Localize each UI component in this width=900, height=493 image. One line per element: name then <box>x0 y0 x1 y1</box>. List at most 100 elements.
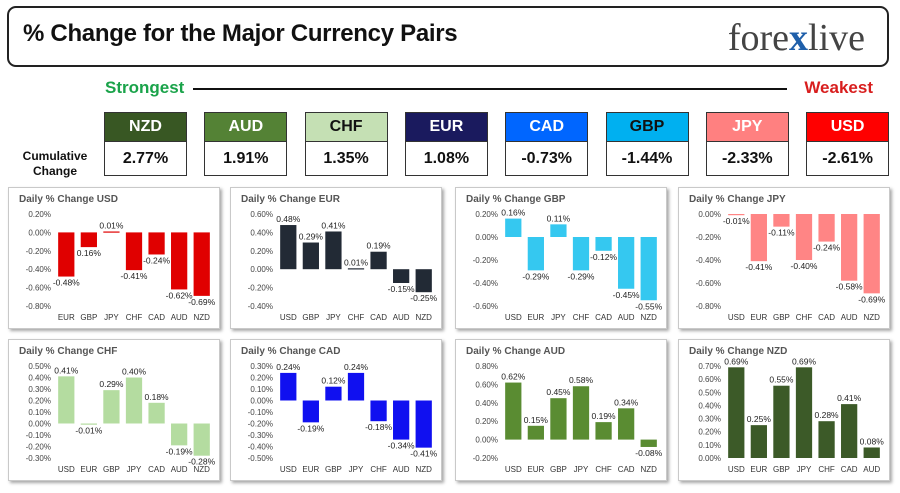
bar-usd <box>728 367 745 458</box>
x-tick-label: USD <box>505 313 522 322</box>
bar-aud <box>393 269 410 283</box>
x-tick-label: AUD <box>618 313 635 322</box>
weakest-label: Weakest <box>804 78 873 97</box>
bar-chf <box>572 237 590 271</box>
bar-usd <box>280 372 297 401</box>
y-tick-label: 0.80% <box>475 362 498 371</box>
y-tick-label: 0.10% <box>28 408 51 417</box>
bar-jpy <box>103 231 120 233</box>
x-tick-label: JPY <box>797 465 812 474</box>
bar-jpy <box>125 377 143 424</box>
y-tick-label: 0.10% <box>250 385 273 394</box>
y-tick-label: 0.00% <box>475 436 498 445</box>
data-label: -0.01% <box>75 426 102 436</box>
data-label: -0.15% <box>388 284 415 294</box>
bar-chart: 0.20% 0.00% -0.20% -0.40% -0.60% 0.16% USD -0.2… <box>473 208 663 322</box>
y-tick-label: 0.10% <box>698 441 721 450</box>
x-tick-label: USD <box>505 465 522 474</box>
bar-chart: 0.50% 0.40% 0.30% 0.20% 0.10% 0.00% -0.10% -0.2… <box>26 362 216 474</box>
bar-chart: 0.70% 0.60% 0.50% 0.40% 0.30% 0.20% 0.10% 0.00%… <box>698 356 884 474</box>
x-tick-label: NZD <box>415 465 432 474</box>
title-bar: % Change for the Major Currency Pairs fo… <box>7 6 889 67</box>
x-tick-label: AUD <box>393 313 410 322</box>
y-tick-label: 0.30% <box>28 385 51 394</box>
y-tick-label: 0.00% <box>698 454 721 463</box>
bar-usd <box>728 214 745 216</box>
data-label: 0.24% <box>344 362 369 372</box>
x-tick-label: EUR <box>750 465 767 474</box>
x-tick-label: EUR <box>527 465 544 474</box>
data-label: 0.24% <box>276 362 301 372</box>
x-tick-label: JPY <box>574 465 589 474</box>
x-tick-label: AUD <box>171 465 188 474</box>
x-tick-label: AUD <box>863 465 880 474</box>
x-tick-label: USD <box>280 313 297 322</box>
bar-gbp <box>773 214 790 227</box>
chart-panel-eur: Daily % Change EUR 0.60% 0.40% 0.20% 0.00% -0… <box>230 187 442 329</box>
data-label: -0.69% <box>858 294 885 304</box>
x-tick-label: NZD <box>640 313 657 322</box>
x-tick-label: GBP <box>773 313 790 322</box>
x-tick-label: CHF <box>573 313 590 322</box>
bar-usd <box>505 218 522 237</box>
bar-cad <box>148 232 165 255</box>
chart-title: Daily % Change CAD <box>241 346 341 357</box>
y-tick-label: -0.40% <box>248 443 273 452</box>
chart-title: Daily % Change EUR <box>241 194 340 205</box>
x-tick-label: CHF <box>595 465 612 474</box>
cumulative-label-line1: Cumulative <box>22 149 88 163</box>
bar-eur <box>58 232 75 277</box>
bar-usd <box>58 376 75 424</box>
bar-gbp <box>103 390 120 424</box>
data-label: -0.08% <box>635 448 662 458</box>
bar-gbp <box>550 398 567 440</box>
chart-title: Daily % Change CHF <box>19 346 118 357</box>
currency-code: NZD <box>104 112 187 142</box>
data-label: 0.69% <box>724 356 749 366</box>
currency-cell-usd: USD -2.61% <box>806 112 890 176</box>
bar-usd <box>505 382 522 440</box>
currency-code: USD <box>806 112 890 142</box>
logo-text-right: live <box>808 17 865 59</box>
bar-cad <box>818 214 835 242</box>
bar-chf <box>370 400 387 422</box>
bar-aud <box>393 400 410 440</box>
y-tick-label: 0.20% <box>28 397 51 406</box>
chart-title: Daily % Change GBP <box>466 194 566 205</box>
data-label: -0.40% <box>791 261 818 271</box>
x-tick-label: USD <box>728 465 745 474</box>
x-tick-label: JPY <box>551 313 566 322</box>
x-tick-label: GBP <box>80 313 97 322</box>
x-tick-label: NZD <box>415 313 432 322</box>
currency-code: AUD <box>204 112 288 142</box>
y-tick-label: -0.60% <box>26 284 51 293</box>
y-tick-label: 0.00% <box>250 265 273 274</box>
y-tick-label: 0.70% <box>698 362 721 371</box>
x-tick-label: GBP <box>103 465 120 474</box>
data-label: 0.28% <box>815 410 840 420</box>
x-tick-label: EUR <box>302 465 319 474</box>
data-label: 0.19% <box>592 411 617 421</box>
chart-panel-chf: Daily % Change CHF 0.50% 0.40% 0.30% 0.20% 0.… <box>8 339 220 481</box>
y-tick-label: 0.00% <box>28 420 51 429</box>
y-tick-label: -0.10% <box>26 431 51 440</box>
bar-gbp <box>773 385 790 458</box>
y-tick-label: -0.10% <box>248 408 273 417</box>
cumulative-change-value: -1.44% <box>605 142 689 176</box>
x-tick-label: GBP <box>550 465 567 474</box>
bar-eur <box>80 423 97 425</box>
y-tick-label: 0.20% <box>475 417 498 426</box>
y-tick-label: -0.20% <box>26 247 51 256</box>
x-tick-label: EUR <box>527 313 544 322</box>
data-label: 0.29% <box>299 232 324 242</box>
y-tick-label: -0.40% <box>473 279 498 288</box>
bar-aud <box>863 447 880 458</box>
bar-chart: 0.00% -0.20% -0.40% -0.60% -0.80% -0.01% USD -0… <box>696 210 886 322</box>
x-tick-label: JPY <box>326 313 341 322</box>
strongest-label: Strongest <box>105 78 185 97</box>
y-tick-label: -0.80% <box>696 302 721 311</box>
x-tick-label: NZD <box>193 465 210 474</box>
bar-gbp <box>80 232 97 248</box>
bar-aud <box>841 214 858 281</box>
data-label: 0.34% <box>614 397 639 407</box>
